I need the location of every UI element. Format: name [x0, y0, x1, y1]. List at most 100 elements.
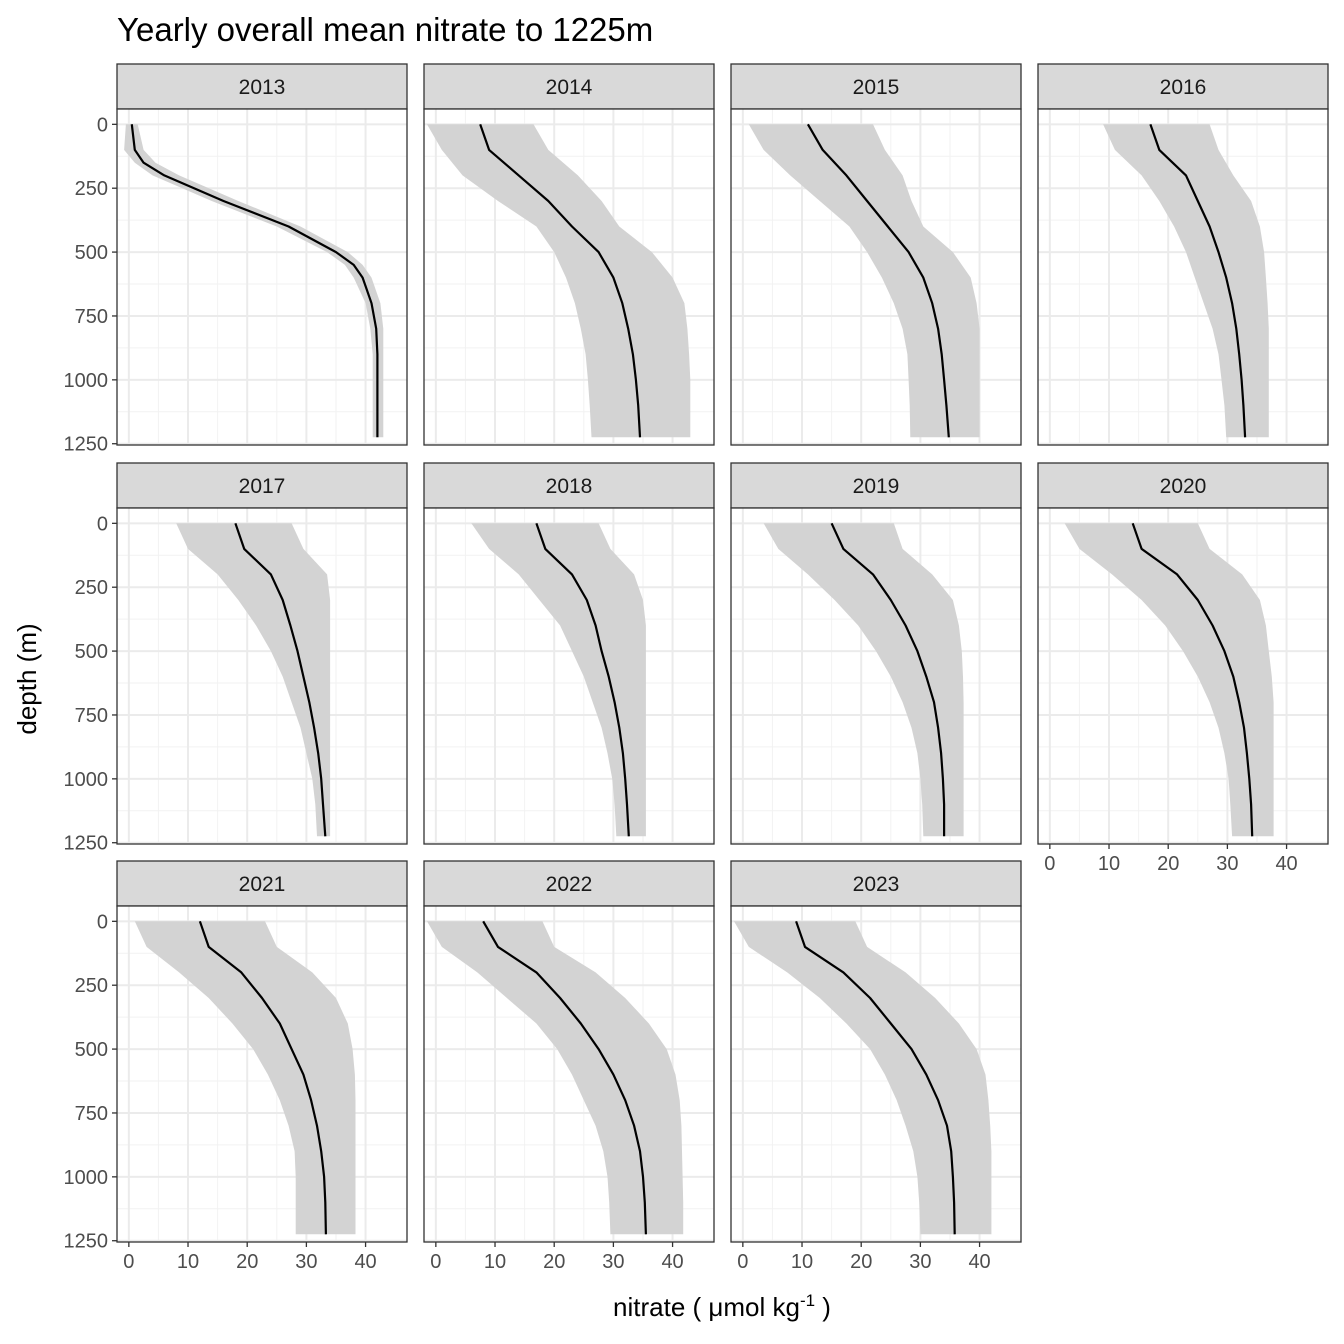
x-tick-label: 0	[1044, 853, 1055, 875]
x-tick-label: 10	[1098, 853, 1120, 875]
facet-strip	[730, 462, 1022, 509]
facet-panel-2016: 2016	[1037, 63, 1329, 446]
x-axis-title-superscript: -1	[800, 1291, 815, 1310]
y-tick-label: 750	[75, 1103, 108, 1125]
y-tick-label: 1000	[64, 1167, 109, 1189]
x-tick-label: 10	[791, 1251, 813, 1273]
y-tick-label: 250	[75, 178, 108, 200]
facet-strip-label: 2015	[853, 76, 900, 99]
facet-strip	[423, 860, 715, 907]
panel-border	[423, 507, 715, 845]
ribbon-2014	[427, 124, 691, 438]
x-tick-label: 30	[1216, 853, 1238, 875]
panel-border	[730, 905, 1022, 1243]
mean-line-2020	[1131, 522, 1254, 837]
x-tick-label: 30	[909, 1251, 931, 1273]
y-tick-label: 1250	[64, 1231, 109, 1253]
x-tick-label: 10	[177, 1251, 199, 1273]
panel-border	[1037, 507, 1329, 845]
chart-title: Yearly overall mean nitrate to 1225m	[117, 11, 653, 48]
facet-strip-label: 2018	[546, 475, 593, 498]
x-tick-label: 30	[295, 1251, 317, 1273]
facet-strip-label: 2017	[239, 475, 286, 498]
x-tick-label: 20	[1157, 853, 1179, 875]
x-tick-label: 0	[430, 1251, 441, 1273]
y-tick-label: 250	[75, 975, 108, 997]
facet-panel-2019: 2019	[730, 462, 1022, 845]
ribbon-2018	[471, 523, 646, 837]
facet-panel-2023: 2023 0 10 20 30 40	[730, 860, 1022, 1273]
facet-panel-2018: 2018	[423, 462, 715, 845]
x-axis-title-suffix: )	[815, 1292, 831, 1322]
mean-line-2018	[535, 522, 630, 837]
ribbon-2017	[176, 523, 331, 837]
ribbon-2023	[734, 921, 992, 1235]
mean-line-2013	[130, 124, 379, 438]
facet-strip	[730, 63, 1022, 110]
facet-strip-label: 2023	[853, 873, 900, 896]
x-tick-label: 10	[484, 1251, 506, 1273]
y-tick-label: 1000	[64, 769, 109, 791]
x-axis-title-main: nitrate ( μmol kg	[613, 1292, 800, 1322]
panel-border	[116, 108, 408, 446]
x-tick-label: 40	[354, 1251, 376, 1273]
facet-strip	[116, 860, 408, 907]
facet-strip	[423, 462, 715, 509]
y-tick-label: 750	[75, 705, 108, 727]
facet-strip	[116, 462, 408, 509]
facet-strip	[1037, 462, 1329, 509]
y-tick-label: 1000	[64, 370, 109, 392]
x-tick-label: 20	[850, 1251, 872, 1273]
panel-border	[730, 507, 1022, 845]
mean-line-2015	[806, 123, 950, 438]
facet-strip	[730, 860, 1022, 907]
facet-strip-label: 2020	[1160, 475, 1207, 498]
x-tick-label: 20	[543, 1251, 565, 1273]
panel-border	[1037, 108, 1329, 446]
facet-panel-2020: 2020 0 10 20 30 40	[1037, 462, 1329, 875]
ribbon-2019	[763, 523, 964, 837]
y-tick-label: 1250	[64, 833, 109, 855]
mean-line-2022	[482, 920, 647, 1235]
mean-line-2017	[234, 522, 327, 837]
mean-line-2016	[1149, 123, 1247, 438]
facet-strip-label: 2019	[853, 475, 900, 498]
facet-strip	[1037, 63, 1329, 110]
ribbon-2022	[427, 921, 684, 1235]
panel-border	[730, 108, 1022, 446]
panel-border	[116, 905, 408, 1243]
x-tick-label: 0	[737, 1251, 748, 1273]
panel-border	[423, 905, 715, 1243]
y-tick-label: 0	[97, 911, 108, 933]
facet-strip-label: 2016	[1160, 76, 1207, 99]
y-tick-label: 250	[75, 577, 108, 599]
x-tick-label: 20	[236, 1251, 258, 1273]
facet-strip	[423, 63, 715, 110]
x-tick-label: 0	[123, 1251, 134, 1273]
facet-strip-label: 2014	[546, 76, 593, 99]
y-axis-title: depth (m)	[12, 623, 42, 734]
x-axis-title: nitrate ( μmol kg-1 )	[613, 1291, 831, 1322]
facet-panel-2017: 2017 0 250 500 750 1000 1250	[64, 462, 408, 855]
mean-line-2014	[479, 123, 642, 438]
x-tick-label: 40	[661, 1251, 683, 1273]
ribbon-2020	[1064, 523, 1274, 837]
facet-panel-2021: 2021 0 250 500 750 1000 1250 0 10 20 30 40	[64, 860, 408, 1273]
x-tick-label: 30	[602, 1251, 624, 1273]
panel-border	[423, 108, 715, 446]
panel-border	[116, 507, 408, 845]
mean-line-2021	[198, 920, 327, 1235]
facet-strip-label: 2021	[239, 873, 286, 896]
facet-strip-label: 2022	[546, 873, 593, 896]
x-tick-label: 40	[968, 1251, 990, 1273]
ribbon-2016	[1103, 124, 1269, 438]
facet-panel-2015: 2015	[730, 63, 1022, 446]
y-tick-label: 750	[75, 306, 108, 328]
y-tick-label: 500	[75, 641, 108, 663]
mean-line-2019	[830, 522, 946, 837]
y-tick-label: 0	[97, 114, 108, 136]
y-tick-label: 500	[75, 242, 108, 264]
x-tick-label: 40	[1275, 853, 1297, 875]
